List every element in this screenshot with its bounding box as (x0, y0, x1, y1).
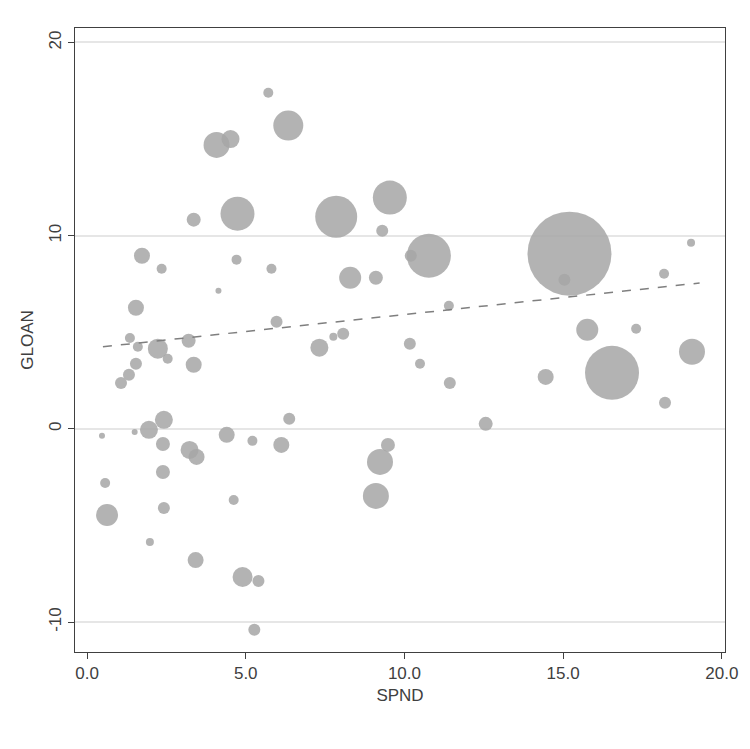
svg-text:GLOAN: GLOAN (18, 310, 37, 370)
svg-text:20: 20 (46, 30, 65, 49)
svg-text:0: 0 (46, 422, 65, 431)
svg-text:20.0: 20.0 (705, 664, 738, 683)
svg-text:15.0: 15.0 (547, 664, 580, 683)
svg-text:5.0: 5.0 (234, 664, 258, 683)
svg-text:0.0: 0.0 (75, 664, 99, 683)
svg-text:SPND: SPND (376, 686, 423, 705)
svg-text:10: 10 (46, 224, 65, 243)
svg-text:-10: -10 (46, 607, 65, 632)
svg-text:10.0: 10.0 (388, 664, 421, 683)
